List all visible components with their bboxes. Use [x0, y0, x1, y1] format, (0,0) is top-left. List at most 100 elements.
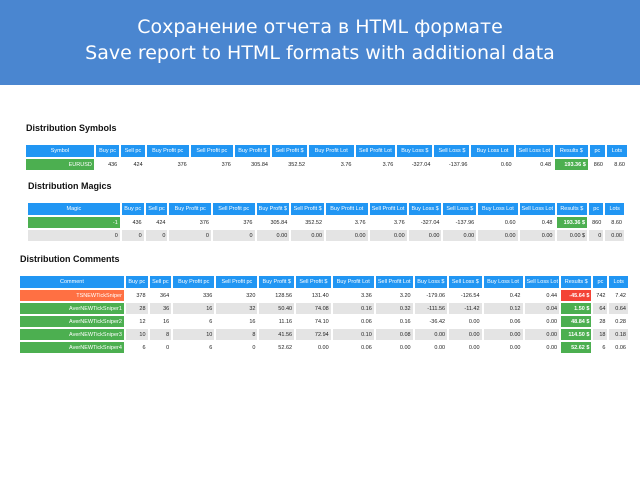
table-cell: 0.10 — [332, 329, 374, 340]
symbols-section-title: Distribution Symbols — [26, 123, 117, 133]
table-cell: 0.00 — [449, 342, 482, 353]
table-cell: 352.52 — [291, 217, 325, 228]
column-header: Sell Profit pc — [212, 203, 255, 215]
table-cell: -137.96 — [443, 217, 477, 228]
table-cell: 0.48 — [519, 217, 555, 228]
result-cell: 1.50 $ — [561, 303, 592, 314]
result-cell: 52.62 $ — [561, 342, 592, 353]
table-cell: 0.00 — [478, 230, 518, 241]
table-cell: 74.10 — [296, 316, 331, 327]
table-cell: 52.62 — [259, 342, 295, 353]
column-header: Buy Profit Lot — [332, 276, 374, 288]
column-header: Results $ — [561, 276, 592, 288]
symbols-header-row: Symbol Buy pc Sell pc Buy Profit pc Sell Pro… — [26, 145, 627, 157]
table-cell: 32 — [216, 303, 258, 314]
magics-table: Magic Buy pc Sell pc Buy Profit pc Sell Prof… — [26, 201, 626, 243]
table-cell: 16 — [173, 303, 215, 314]
column-header: Buy Profit Lot — [326, 203, 368, 215]
column-header: Sell Loss $ — [434, 145, 470, 157]
table-cell: 0.04 — [524, 303, 560, 314]
table-row: 0 0 0 0 0 0.00 0.00 0.00 0.00 0.00 0.00 0.00 0.00 0.0… — [28, 230, 624, 241]
comments-header-row: Comment Buy pc Sell pc Buy Profit pc Sell Pr… — [20, 276, 628, 288]
table-cell: 50.40 — [259, 303, 295, 314]
column-header: Sell Loss Lot — [515, 145, 554, 157]
column-header: Buy Loss Lot — [478, 203, 518, 215]
table-cell: 0.06 — [609, 342, 628, 353]
table-cell: 0.00 — [326, 230, 368, 241]
table-cell: 12 — [125, 316, 148, 327]
table-cell: -36.42 — [414, 316, 448, 327]
table-cell: 3.20 — [375, 290, 413, 301]
column-header: Lots — [605, 203, 624, 215]
table-cell: 3.76 — [309, 159, 354, 170]
table-cell: -327.04 — [408, 217, 442, 228]
table-cell: 0.06 — [332, 316, 374, 327]
column-header: Buy Loss Lot — [471, 145, 514, 157]
column-header: Buy Loss Lot — [483, 276, 523, 288]
table-cell: 0.00 — [443, 230, 477, 241]
column-header: Sell pc — [121, 145, 145, 157]
column-header: Buy Loss $ — [397, 145, 433, 157]
table-cell: 8.60 — [605, 217, 624, 228]
table-cell: 6 — [173, 316, 215, 327]
row-label: AverNEWTickSniper1 — [20, 303, 124, 314]
table-row: AverNEWTickSniper2 12 16 6 16 11.16 74.10 0.06 0… — [20, 316, 628, 327]
column-header: pc — [589, 145, 605, 157]
table-cell: 0.00 — [449, 329, 482, 340]
table-cell: 336 — [173, 290, 215, 301]
table-cell: 0.32 — [375, 303, 413, 314]
table-row: AverNEWTickSniper3 10 8 10 8 41.56 72.94 0.10 0.… — [20, 329, 628, 340]
table-cell: 72.94 — [296, 329, 331, 340]
column-header: Sell pc — [145, 203, 168, 215]
symbols-table: Symbol Buy pc Sell pc Buy Profit pc Sell Pro… — [24, 143, 629, 172]
table-cell: 0.00 — [296, 342, 331, 353]
column-header: Magic — [28, 203, 120, 215]
table-cell: 0.00 — [519, 230, 555, 241]
result-cell: 48.84 $ — [561, 316, 592, 327]
column-header: Buy Loss $ — [408, 203, 442, 215]
table-cell: 0.08 — [375, 329, 413, 340]
table-cell: 74.08 — [296, 303, 331, 314]
table-row: TSNEWTickSniper 378 364 336 320 128.56 131.40 3… — [20, 290, 628, 301]
row-label: EURUSD — [26, 159, 94, 170]
table-cell: 6 — [125, 342, 148, 353]
magics-header-row: Magic Buy pc Sell pc Buy Profit pc Sell Prof… — [28, 203, 624, 215]
table-cell: 0 — [149, 342, 172, 353]
table-cell: 0.00 — [605, 230, 624, 241]
column-header: Sell Profit pc — [190, 145, 233, 157]
comments-section-title: Distribution Comments — [20, 254, 120, 264]
column-header: Buy Profit $ — [256, 203, 290, 215]
column-header: Buy Loss $ — [414, 276, 448, 288]
table-cell: 436 — [121, 217, 144, 228]
table-cell: 0 — [169, 230, 211, 241]
column-header: Sell Loss $ — [449, 276, 482, 288]
table-cell: 0.00 — [414, 342, 448, 353]
table-cell: 128.56 — [259, 290, 295, 301]
column-header: Lots — [606, 145, 627, 157]
column-header: Sell Profit Lot — [369, 203, 407, 215]
column-header: Sell Loss Lot — [519, 203, 555, 215]
column-header: Buy Profit pc — [146, 145, 189, 157]
table-cell: 305.84 — [234, 159, 270, 170]
table-cell: 11.16 — [259, 316, 295, 327]
column-header: Results $ — [556, 203, 588, 215]
table-cell: 860 — [589, 159, 605, 170]
table-row: AverNEWTickSniper4 6 0 6 0 52.62 0.00 0.06 0.00 0… — [20, 342, 628, 353]
table-cell: 0.00 — [524, 329, 560, 340]
result-cell: 193.36 $ — [555, 159, 588, 170]
column-header: Buy pc — [125, 276, 148, 288]
result-cell: 193.36 $ — [556, 217, 588, 228]
row-label: AverNEWTickSniper4 — [20, 342, 124, 353]
table-cell: 0.06 — [483, 316, 523, 327]
row-label: 0 — [28, 230, 120, 241]
table-cell: 6 — [593, 342, 608, 353]
table-cell: 860 — [589, 217, 604, 228]
table-cell: 7.42 — [609, 290, 628, 301]
column-header: Buy pc — [95, 145, 120, 157]
table-cell: 3.76 — [355, 159, 396, 170]
table-cell: 8.60 — [606, 159, 627, 170]
column-header: Buy Profit $ — [259, 276, 295, 288]
table-cell: 0.42 — [483, 290, 523, 301]
column-header: Buy Profit pc — [169, 203, 211, 215]
table-cell: 0.00 — [449, 316, 482, 327]
